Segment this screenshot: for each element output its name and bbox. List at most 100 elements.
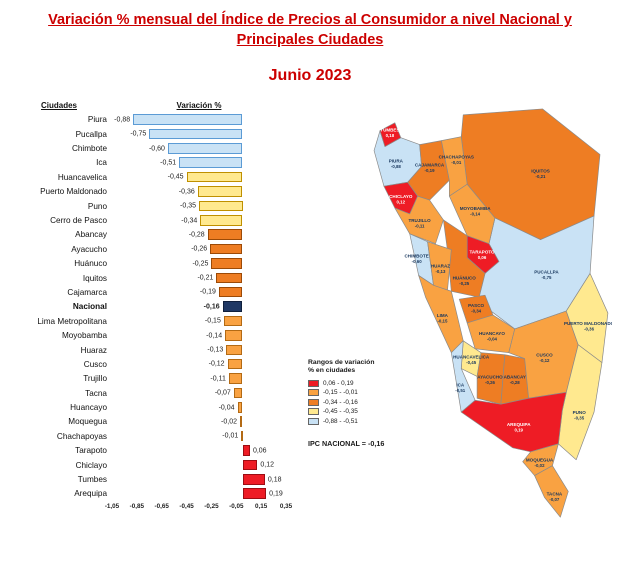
map-region-label: AYACUCHO -0,26 (477, 374, 503, 384)
bar (242, 488, 267, 499)
bar (242, 474, 265, 485)
bar (167, 143, 243, 154)
bar (133, 114, 243, 125)
legend-swatch (308, 398, 319, 406)
legend-item: -0,34 - -0,16 (308, 398, 412, 406)
bar (237, 402, 243, 413)
bar (149, 128, 243, 140)
bar-category-label: Huánuco (74, 259, 107, 269)
map-region-label: PUCALLPA -0,75 (534, 269, 559, 279)
map-region-label: TARAPOTO 0,06 (470, 249, 496, 259)
bar-value-label: -0,07 (214, 389, 231, 397)
map-region-label: PUNO -0,35 (573, 410, 587, 420)
bar (179, 157, 243, 168)
bar-row: Lima Metropolitana -0,15 (6, 314, 306, 328)
map-region-ica (450, 340, 476, 413)
map-region-label: MOQUEGUA -0,02 (526, 457, 554, 467)
content-area: Ciudades Variación % Piura -0,88 Pucallpa -… (0, 101, 620, 539)
map-region-label: TACNA -0,07 (547, 491, 563, 501)
map-region-label: PASCO -0,34 (468, 303, 484, 313)
bar-plot-area: -0,01 (112, 430, 286, 443)
legend-item: -0,15 - -0,01 (308, 389, 412, 397)
bar-plot-area: -0,75 (112, 128, 286, 141)
x-axis-tick: -1,05 (104, 503, 120, 511)
bar-plot-area: -0,11 (112, 372, 286, 385)
bar-value-label: -0,88 (114, 116, 131, 124)
legend-swatch (308, 408, 319, 416)
bar-value-label: 0,19 (269, 490, 283, 498)
bar-plot-area: -0,14 (112, 329, 286, 342)
bar-category-label: Trujillo (83, 374, 107, 384)
bar-plot-area: 0,06 (112, 444, 286, 457)
bar-rows-container: Piura -0,88 Pucallpa -0,75 Chimbote -0,60 Ica -… (6, 113, 306, 502)
bar (200, 215, 243, 226)
bar-value-label: -0,45 (167, 173, 184, 181)
legend-label: 0,06 - 0,19 (323, 379, 354, 387)
bar-category-label: Abancay (75, 230, 107, 240)
map-region-label: PIURA -0,88 (389, 158, 404, 168)
map-region-label: TRUJILLO -0,11 (409, 217, 432, 227)
bar-plot-area: -0,19 (112, 286, 286, 299)
bar-plot-area: -0,60 (112, 142, 286, 155)
bar-value-label: 0,06 (252, 447, 267, 455)
bar-row: Chachapoyas -0,01 (6, 429, 306, 443)
ipc-national-note: IPC NACIONAL = -0,16 (308, 438, 385, 448)
bar-category-label: Lima Metropolitana (37, 316, 107, 326)
legend-title-line2: % en ciudades (308, 367, 356, 375)
bar-category-label: Puno (87, 201, 107, 211)
bar-row: Piura -0,88 (6, 113, 306, 127)
bar-row: Tarapoto 0,06 (6, 444, 306, 458)
bar-plot-area: -0,26 (112, 243, 286, 256)
bar (223, 315, 243, 327)
bar (218, 286, 243, 298)
bar-plot-area: -0,88 (112, 113, 286, 126)
page-title: Variación % mensual del Índice de Precio… (48, 12, 572, 49)
bar-plot-area: -0,28 (112, 228, 286, 241)
bar-category-label: Cajamarca (67, 287, 107, 297)
bar-row: Huancavelica -0,45 (6, 170, 306, 184)
legend-label: -0,15 - -0,01 (323, 389, 358, 397)
map-region-label: CUSCO -0,12 (536, 352, 553, 362)
bar (226, 344, 243, 356)
bar-category-label: Chachapoyas (56, 431, 107, 441)
bar-plot-area: -0,02 (112, 415, 286, 428)
map-region-label: CHACHAPOYAS -0,01 (439, 154, 474, 164)
x-axis-tick: -0,85 (129, 503, 145, 511)
bar-plot-area: -0,25 (112, 257, 286, 270)
bar-plot-area: -0,21 (112, 272, 286, 285)
legend-label: -0,45 - -0,35 (323, 408, 358, 416)
bar-plot-area: -0,13 (112, 344, 286, 357)
bar-value-label: -0,51 (160, 159, 177, 167)
map-region-label: CAJAMARCA -0,19 (415, 162, 445, 172)
bar (222, 301, 243, 312)
map-region-ayacucho (476, 351, 506, 405)
bar-chart: Ciudades Variación % Piura -0,88 Pucallpa -… (6, 101, 306, 539)
bar-value-label: -0,28 (188, 231, 205, 239)
map-region-label: AREQUIPA 0,19 (507, 422, 531, 432)
map-region-tacna (534, 464, 569, 518)
legend-label: -0,34 - -0,16 (323, 398, 358, 406)
bar-value-label: -0,26 (191, 245, 208, 253)
x-axis-tick: 0,15 (255, 503, 268, 511)
legend-swatch (308, 389, 319, 397)
legend-items: 0,06 - 0,19 -0,15 - -0,01 -0,34 - -0,16 -0,… (308, 379, 412, 425)
bar-category-label: Nacional (72, 302, 107, 312)
map-region-label: HUANCAYO -0,04 (479, 330, 505, 340)
bar (186, 171, 243, 183)
map-region-label: ICA -0,51 (455, 382, 466, 392)
bar-value-label: 0,12 (260, 461, 275, 469)
bar-row: Ica -0,51 (6, 156, 306, 170)
bar (227, 358, 243, 370)
map-region-label: PUERTO MALDONADO -0,36 (564, 321, 612, 331)
bar-category-label: Chiclayo (75, 460, 107, 470)
map-region-pto_maldonado (565, 272, 609, 363)
bar-category-label: Puerto Maldonado (40, 187, 107, 197)
map-region-label: HUARAZ -0,13 (431, 263, 450, 273)
bar-plot-area: -0,12 (112, 358, 286, 371)
map-region-label: TUMBES 0,18 (380, 127, 399, 137)
bar-row: Cajamarca -0,19 (6, 285, 306, 299)
bar-value-label: -0,02 (221, 418, 238, 426)
x-axis-tick: -0,25 (204, 503, 219, 511)
bar (207, 229, 243, 240)
bar-plot-area: -0,34 (112, 214, 286, 227)
